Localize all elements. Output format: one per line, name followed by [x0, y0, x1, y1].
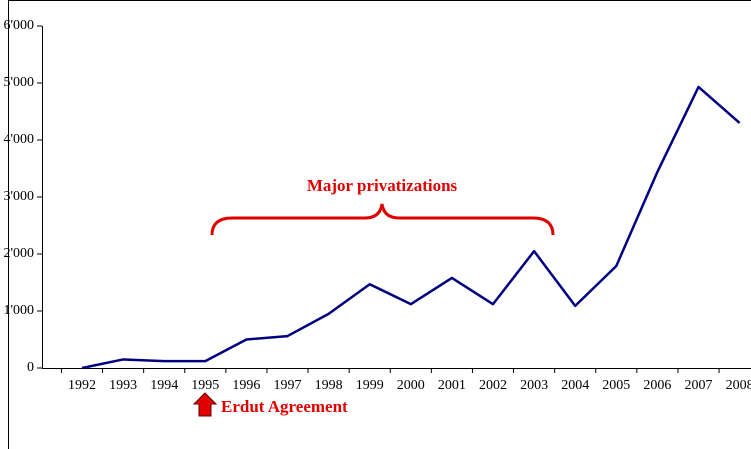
y-tick-label: 6'000 — [3, 18, 34, 33]
x-tick-label: 2004 — [561, 378, 589, 393]
x-tick-label: 1992 — [68, 378, 96, 393]
y-tick-label: 0 — [27, 360, 34, 375]
x-tick-label: 2002 — [479, 378, 507, 393]
y-tick-label: 5'000 — [3, 75, 34, 90]
x-tick-label: 2006 — [643, 378, 671, 393]
x-tick-label: 2005 — [602, 378, 630, 393]
x-tick-label: 1998 — [315, 378, 343, 393]
arrow — [192, 392, 218, 417]
x-tick-label: 1997 — [274, 378, 302, 393]
x-tick-label: 2000 — [397, 378, 425, 393]
annotation: Major privatizations — [307, 176, 458, 195]
y-tick-label: 1'000 — [3, 303, 34, 318]
x-tick-label: 1996 — [232, 378, 260, 393]
y-tick-label: 2'000 — [3, 246, 34, 261]
y-tick-label: 4'000 — [3, 132, 34, 147]
x-tick-label: 1999 — [356, 378, 384, 393]
x-tick-label: 2008 — [726, 378, 751, 393]
x-tick-label: 1993 — [109, 378, 137, 393]
x-tick-label: 2007 — [685, 378, 713, 393]
brace — [210, 203, 555, 236]
y-tick-label: 3'000 — [3, 189, 34, 204]
annotation: Erdut Agreement — [221, 397, 348, 416]
line — [81, 85, 741, 370]
x-tick-label: 1995 — [191, 378, 219, 393]
x-tick-label: 2001 — [438, 378, 466, 393]
x-tick-label: 1994 — [150, 378, 178, 393]
x-tick-label: 2003 — [520, 378, 548, 393]
